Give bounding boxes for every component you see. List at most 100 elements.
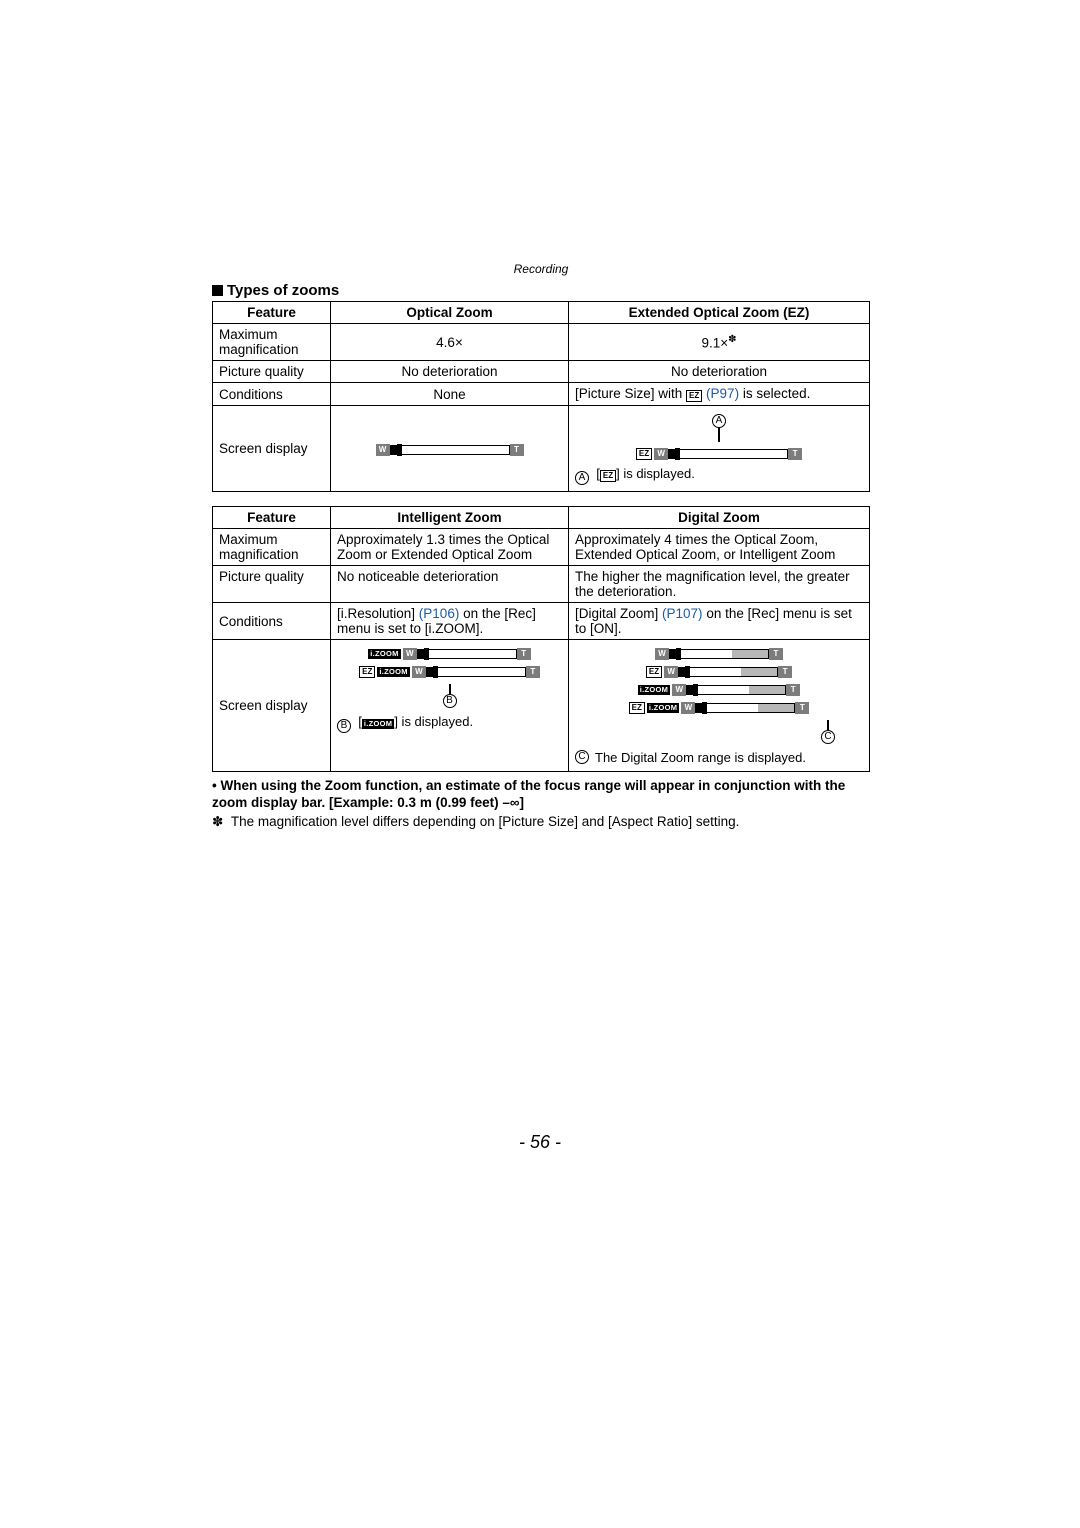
note-text: The magnification level differs dependin… [231, 814, 740, 829]
row-label: Conditions [213, 603, 331, 640]
marker-b-icon: B [443, 694, 457, 708]
text: ] is displayed. [394, 714, 473, 729]
zoom-bar-icon: i.ZOOM W T [368, 648, 530, 660]
note-bullet: • When using the Zoom function, an estim… [212, 778, 870, 812]
t-cap-icon: T [526, 666, 540, 678]
zoom-track-icon [426, 667, 526, 677]
types-of-zooms-title: Types of zooms [212, 282, 870, 299]
ez-max-mag: 9.1×✽ [569, 324, 870, 361]
bullet-square-icon [212, 285, 223, 296]
row-label: Screen display [213, 406, 331, 492]
ez-badge-icon: EZ [646, 666, 662, 678]
zoom-table-1: Feature Optical Zoom Extended Optical Zo… [212, 301, 870, 492]
callout-line-icon [449, 684, 451, 694]
title-text: Types of zooms [227, 282, 339, 299]
table-row: Maximum magnification Approximately 1.3 … [213, 529, 870, 566]
zoom-bar-icon: EZ W T [646, 666, 792, 678]
zoom-bar-icon: EZi.ZOOM W T [359, 666, 540, 678]
digital-max-mag: Approximately 4 times the Optical Zoom, … [569, 529, 870, 566]
zoom-track-icon [678, 667, 778, 677]
table-header-row: Feature Optical Zoom Extended Optical Zo… [213, 302, 870, 324]
optical-max-mag: 4.6× [331, 324, 569, 361]
ez-screen-display: A EZ W T A [EZ] is displayed. [569, 406, 870, 492]
link-p106[interactable]: (P106) [419, 606, 460, 621]
col-optical-zoom-header: Optical Zoom [331, 302, 569, 324]
zoom-track-icon [417, 649, 517, 659]
row-label: Picture quality [213, 566, 331, 603]
t-cap-icon: T [788, 448, 802, 460]
table-row: Conditions [i.Resolution] (P106) on the … [213, 603, 870, 640]
col-intelligent-zoom-header: Intelligent Zoom [331, 507, 569, 529]
table-row: Conditions None [Picture Size] with EZ (… [213, 383, 870, 406]
ez-badge-icon: EZ [359, 666, 375, 678]
zoom-bar-icon: W T [655, 648, 783, 660]
text: [Digital Zoom] [575, 606, 662, 621]
intelligent-conditions: [i.Resolution] (P106) on the [Rec] menu … [331, 603, 569, 640]
intelligent-display-caption: B [i.ZOOM] is displayed. [337, 714, 562, 733]
table-row: Picture quality No noticeable deteriorat… [213, 566, 870, 603]
zoom-track-icon [669, 649, 769, 659]
optical-conditions: None [331, 383, 569, 406]
row-label: Conditions [213, 383, 331, 406]
text: [i.Resolution] [337, 606, 419, 621]
zoom-track-icon [695, 703, 795, 713]
t-cap-icon: T [510, 444, 524, 456]
w-cap-icon: W [672, 684, 686, 696]
zoom-bar-icon: W T [376, 444, 524, 456]
intelligent-picture-quality: No noticeable deterioration [331, 566, 569, 603]
ez-conditions: [Picture Size] with EZ (P97) is selected… [569, 383, 870, 406]
ez-badge-icon: EZ [629, 702, 645, 714]
table-row: Picture quality No deterioration No dete… [213, 361, 870, 383]
intelligent-max-mag: Approximately 1.3 times the Optical Zoom… [331, 529, 569, 566]
row-label: Maximum magnification [213, 529, 331, 566]
ez-badge-icon: EZ [600, 470, 616, 482]
digital-conditions: [Digital Zoom] (P107) on the [Rec] menu … [569, 603, 870, 640]
izoom-badge-icon: i.ZOOM [638, 685, 670, 695]
text: [Picture Size] with [575, 386, 686, 401]
asterisk-note: ✽ The magnification level differs depend… [212, 814, 870, 831]
zoom-table-2: Feature Intelligent Zoom Digital Zoom Ma… [212, 506, 870, 772]
marker-c-icon: C [821, 730, 835, 744]
ez-max-mag-value: 9.1× [701, 335, 728, 350]
row-label: Picture quality [213, 361, 331, 383]
section-header: Recording [212, 262, 870, 276]
zoom-track-icon [390, 445, 510, 455]
w-cap-icon: W [664, 666, 678, 678]
col-extended-optical-zoom-header: Extended Optical Zoom (EZ) [569, 302, 870, 324]
digital-picture-quality: The higher the magnification level, the … [569, 566, 870, 603]
row-label: Maximum magnification [213, 324, 331, 361]
text: ] is displayed. [616, 466, 695, 481]
ez-badge-icon: EZ [686, 390, 702, 402]
zoom-bar-icon: EZi.ZOOM W T [629, 702, 810, 714]
link-p107[interactable]: (P107) [662, 606, 703, 621]
callout-line-icon [718, 428, 720, 442]
table-row: Screen display W T A EZ W [213, 406, 870, 492]
col-digital-zoom-header: Digital Zoom [569, 507, 870, 529]
table-row: Maximum magnification 4.6× 9.1×✽ [213, 324, 870, 361]
link-p97[interactable]: (P97) [706, 386, 739, 401]
t-cap-icon: T [769, 648, 783, 660]
izoom-badge-icon: i.ZOOM [377, 667, 409, 677]
zoom-bar-icon: EZ W T [636, 448, 802, 460]
table-row: Screen display i.ZOOM W T EZi.ZOOM W T [213, 640, 870, 772]
marker-a-icon: A [712, 414, 726, 428]
page-number: - 56 - [0, 1132, 1080, 1153]
izoom-badge-icon: i.ZOOM [368, 649, 400, 659]
digital-display-caption: C The Digital Zoom range is displayed. [575, 750, 863, 765]
w-cap-icon: W [412, 666, 426, 678]
asterisk-symbol: ✽ [212, 814, 223, 829]
zoom-track-icon [668, 449, 788, 459]
ez-badge-icon: EZ [636, 448, 652, 460]
notes: • When using the Zoom function, an estim… [212, 778, 870, 831]
table-header-row: Feature Intelligent Zoom Digital Zoom [213, 507, 870, 529]
w-cap-icon: W [376, 444, 390, 456]
col-feature-header: Feature [213, 507, 331, 529]
w-cap-icon: W [654, 448, 668, 460]
t-cap-icon: T [795, 702, 809, 714]
optical-screen-display: W T [331, 406, 569, 492]
col-feature-header: Feature [213, 302, 331, 324]
t-cap-icon: T [778, 666, 792, 678]
marker-a-icon: A [575, 471, 589, 485]
optical-picture-quality: No deterioration [331, 361, 569, 383]
w-cap-icon: W [403, 648, 417, 660]
